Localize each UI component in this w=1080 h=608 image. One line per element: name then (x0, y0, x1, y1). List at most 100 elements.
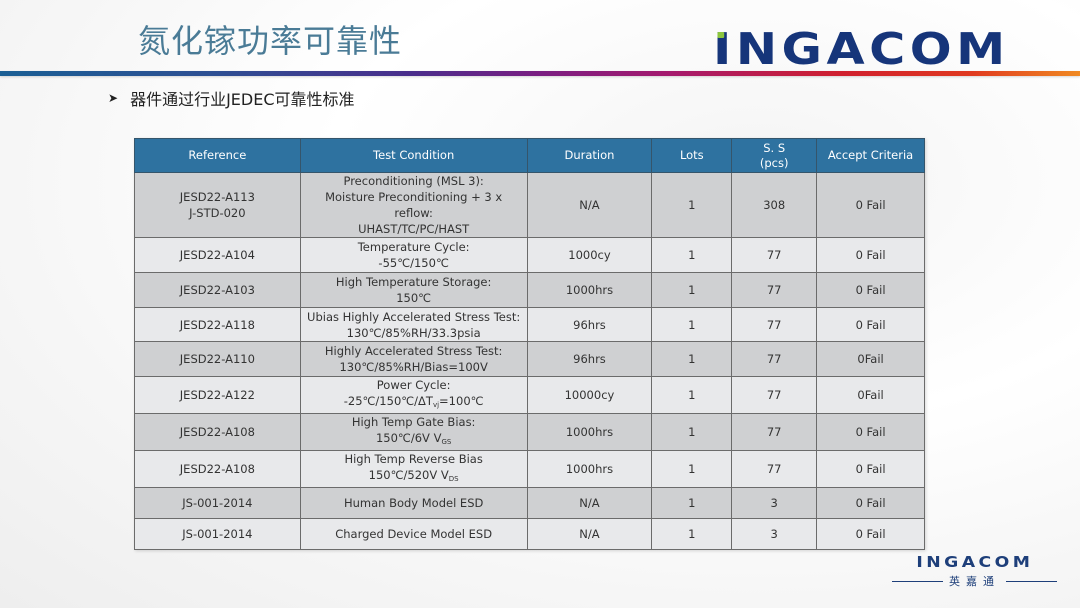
reference-line2: J-STD-020 (189, 206, 246, 220)
header-sample-size: S. S (pcs) (731, 138, 818, 173)
footer-logo-chinese: 英嘉通 (949, 576, 1000, 588)
cell-duration: 1000cy (526, 237, 653, 273)
cell-condition: Temperature Cycle: -55℃/150℃ (299, 237, 528, 273)
logo-text: INGACOM (713, 24, 1010, 75)
arrow-bullet-icon: ➤ (108, 91, 119, 105)
condition-line1: Preconditioning (MSL 3): (343, 174, 484, 188)
cell-accept: 0Fail (816, 376, 925, 414)
footer-logo-subline: 英嘉通 (892, 573, 1057, 589)
condition-line2-tail: =100℃ (439, 394, 484, 408)
table-row: JS-001-2014 Charged Device Model ESD N/A… (134, 518, 925, 550)
cell-accept: 0 Fail (816, 172, 925, 238)
cell-condition: Highly Accelerated Stress Test: 130℃/85%R… (299, 341, 528, 377)
cell-reference: JESD22-A118 (134, 307, 301, 342)
cell-accept: 0 Fail (816, 413, 925, 451)
cell-accept: 0Fail (816, 341, 925, 377)
cell-reference: JS-001-2014 (134, 518, 301, 550)
cell-reference: JS-001-2014 (134, 487, 301, 519)
table-header-row: Reference Test Condition Duration Lots S… (134, 138, 925, 173)
cell-sample-size: 77 (731, 272, 818, 308)
condition-line2: 150℃ (396, 291, 432, 305)
cell-reference: JESD22-A103 (134, 272, 301, 308)
table-row: JESD22-A118 Ubias Highly Accelerated Str… (134, 307, 925, 342)
cell-condition: Preconditioning (MSL 3): Moisture Precond… (299, 172, 528, 238)
condition-line2: 150℃/520V V (368, 468, 449, 482)
header-divider (0, 71, 1080, 76)
cell-accept: 0 Fail (816, 450, 925, 488)
table-row: JS-001-2014 Human Body Model ESD N/A 1 3… (134, 487, 925, 519)
cell-sample-size: 308 (731, 172, 818, 238)
reference-line1: JESD22-A113 (179, 190, 255, 204)
cell-condition: Ubias Highly Accelerated Stress Test: 130… (299, 307, 528, 342)
logo-dot-icon (717, 32, 725, 38)
header-duration: Duration (526, 138, 653, 173)
cell-sample-size: 77 (731, 307, 818, 342)
header-test-condition: Test Condition (299, 138, 528, 173)
header-ss-line2: (pcs) (759, 155, 789, 170)
cell-duration: 10000cy (526, 376, 653, 414)
footer-logo-rule-right (1006, 580, 1057, 582)
cell-reference: JESD22-A108 (134, 450, 301, 488)
condition-line1: Power Cycle: (376, 378, 451, 392)
cell-accept: 0 Fail (816, 237, 925, 273)
cell-condition: High Temperature Storage: 150℃ (299, 272, 528, 308)
reliability-table: Reference Test Condition Duration Lots S… (134, 138, 925, 550)
cell-lots: 1 (651, 518, 733, 550)
cell-reference: JESD22-A108 (134, 413, 301, 451)
cell-reference: JESD22-A113 J-STD-020 (134, 172, 301, 238)
cell-lots: 1 (651, 172, 733, 238)
condition-line1: High Temp Gate Bias: (351, 415, 476, 429)
cell-reference: JESD22-A110 (134, 341, 301, 377)
cell-lots: 1 (651, 341, 733, 377)
footer-logo-text: INGACOM (915, 553, 1034, 571)
bullet-point: ➤ 器件通过行业JEDEC可靠性标准 (108, 86, 355, 110)
condition-line2: Moisture Preconditioning + 3 x reflow: (325, 190, 503, 220)
condition-line1: Ubias Highly Accelerated Stress Test: (307, 309, 521, 324)
cell-lots: 1 (651, 272, 733, 308)
cell-condition: High Temp Gate Bias: 150℃/6V VGS (299, 413, 528, 451)
cell-sample-size: 3 (731, 487, 818, 519)
ingacom-logo: INGACOM (713, 28, 1010, 72)
header-lots: Lots (651, 138, 733, 173)
cell-reference: JESD22-A104 (134, 237, 301, 273)
cell-condition: High Temp Reverse Bias 150℃/520V VDS (299, 450, 528, 488)
footer-logo: INGACOM 英嘉通 (892, 553, 1057, 589)
table-row: JESD22-A113 J-STD-020 Preconditioning (MS… (134, 172, 925, 238)
cell-duration: 96hrs (526, 341, 653, 377)
condition-line1: High Temperature Storage: (335, 275, 492, 289)
header-accept-criteria: Accept Criteria (816, 138, 925, 173)
cell-condition: Power Cycle: -25℃/150℃/ΔTvj=100℃ (299, 376, 528, 414)
cell-sample-size: 77 (731, 237, 818, 273)
cell-sample-size: 77 (731, 376, 818, 414)
cell-sample-size: 77 (731, 413, 818, 451)
cell-reference: JESD22-A122 (134, 376, 301, 414)
cell-lots: 1 (651, 237, 733, 273)
condition-line3: UHAST/TC/PC/HAST (358, 222, 470, 236)
cell-lots: 1 (651, 450, 733, 488)
cell-condition: Human Body Model ESD (299, 487, 528, 519)
table-row: JESD22-A108 High Temp Gate Bias: 150℃/6V … (134, 413, 925, 451)
condition-subscript: DS (448, 475, 459, 483)
table-row: JESD22-A103 High Temperature Storage: 150… (134, 272, 925, 308)
condition-subscript: vj (432, 401, 440, 409)
cell-accept: 0 Fail (816, 518, 925, 550)
condition-line2: 130℃/85%RH/33.3psia (346, 325, 481, 340)
condition-line2: 150℃/6V V (375, 431, 442, 445)
cell-duration: N/A (526, 518, 653, 550)
cell-sample-size: 77 (731, 450, 818, 488)
cell-duration: 96hrs (526, 307, 653, 342)
condition-line2: -55℃/150℃ (378, 256, 449, 270)
condition-subscript: GS (441, 438, 452, 446)
condition-line1: High Temp Reverse Bias (344, 452, 483, 466)
cell-lots: 1 (651, 487, 733, 519)
cell-duration: N/A (526, 487, 653, 519)
table-row: JESD22-A108 High Temp Reverse Bias 150℃/5… (134, 450, 925, 488)
condition-line2: 130℃/85%RH/Bias=100V (339, 360, 488, 374)
cell-duration: 1000hrs (526, 413, 653, 451)
cell-lots: 1 (651, 307, 733, 342)
bullet-text: 器件通过行业JEDEC可靠性标准 (130, 90, 355, 109)
condition-line2: -25℃/150℃/ΔT (343, 394, 433, 408)
header-ss-line1: S. S (763, 140, 786, 155)
cell-accept: 0 Fail (816, 272, 925, 308)
slide-title: 氮化镓功率可靠性 (138, 22, 403, 60)
